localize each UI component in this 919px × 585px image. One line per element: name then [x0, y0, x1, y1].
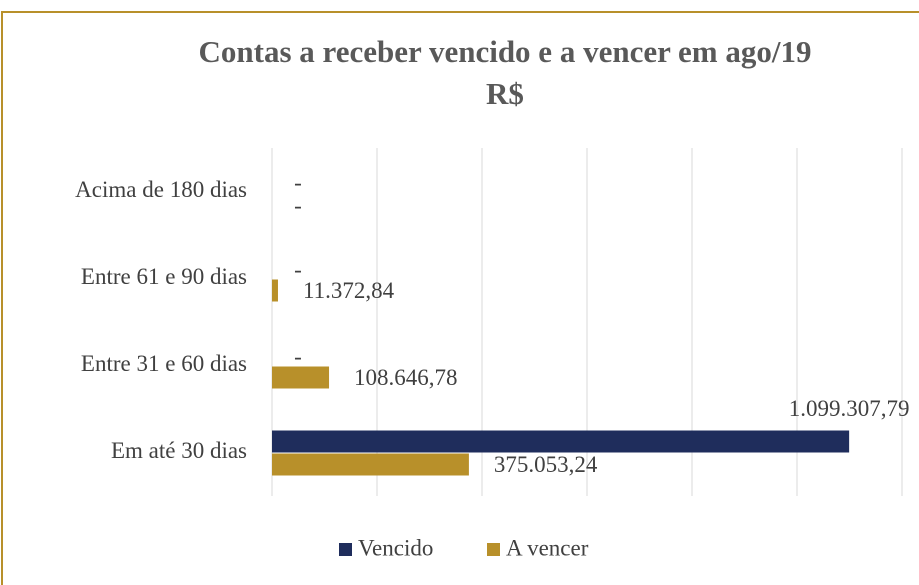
legend-swatch — [339, 543, 352, 556]
y-tick-label: Em até 30 dias — [111, 438, 247, 463]
data-label: 1.099.307,79 — [789, 396, 910, 421]
bar — [272, 366, 330, 389]
y-tick-label: Entre 31 e 60 dias — [81, 351, 247, 376]
y-tick-label: Entre 61 e 90 dias — [81, 264, 247, 289]
bar — [272, 453, 469, 476]
data-label: - — [294, 344, 302, 369]
bar — [272, 430, 850, 453]
data-label: 108.646,78 — [354, 365, 458, 390]
legend-swatch — [487, 543, 500, 556]
legend-label: Vencido — [358, 535, 433, 560]
chart-border — [1, 11, 919, 585]
chart-title: R$ — [486, 76, 524, 111]
legend-label: A vencer — [506, 535, 589, 560]
data-label: 11.372,84 — [303, 278, 395, 303]
data-label: 375.053,24 — [494, 452, 598, 477]
y-tick-label: Acima de 180 dias — [75, 177, 247, 202]
chart-title: Contas a receber vencido e a vencer em a… — [199, 34, 812, 69]
data-label: - — [294, 170, 302, 195]
data-label: - — [294, 193, 302, 218]
data-label: - — [294, 257, 302, 282]
bar — [272, 279, 278, 302]
